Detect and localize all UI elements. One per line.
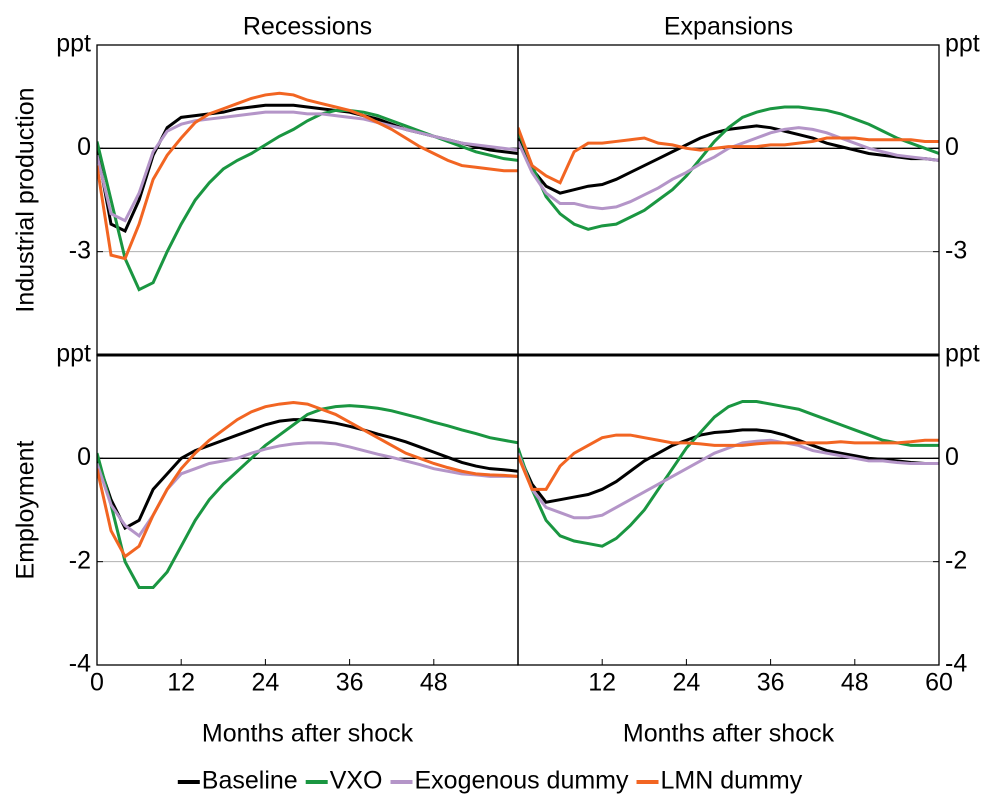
panel-frame [517,44,940,356]
y-axis-label: Industrial production [12,87,40,312]
x-tick-label: 48 [841,669,869,697]
legend-label: Baseline [202,767,298,795]
series-line [97,110,518,223]
x-tick-label: 12 [167,669,195,697]
x-tick-label: 36 [757,669,785,697]
series-line [97,404,518,589]
series-line [518,400,939,548]
series-line [518,428,939,504]
series-line [518,105,939,231]
y-tick-label: -4 [69,650,91,678]
panel-title: Recessions [243,13,372,41]
legend-label: VXO [330,767,383,795]
x-axis-label: Months after shock [202,720,414,748]
y-tick-label: -3 [69,236,91,264]
series-line [518,126,939,211]
x-tick-label: 24 [672,669,700,697]
legend-label: LMN dummy [661,767,803,795]
x-axis-label: Months after shock [623,720,835,748]
x-tick-label: 36 [336,669,364,697]
x-tick-label: 48 [420,669,448,697]
y-tick-label: ppt [945,30,980,58]
series-line [97,418,518,531]
y-tick-label: -4 [945,650,967,678]
y-tick-label: ppt [56,30,91,58]
y-tick-label: -3 [945,236,967,264]
y-tick-label: 0 [77,443,91,471]
y-tick-label: 0 [77,133,91,161]
legend: Baseline VXO Exogenous dummy LMN dummy [177,767,803,795]
series-line [518,433,939,491]
y-tick-label: -2 [945,546,967,574]
x-tick-label: 60 [925,669,953,697]
y-tick-label: 0 [945,443,959,471]
y-tick-label: ppt [56,340,91,368]
series-line [518,127,939,185]
x-tick-label: 24 [251,669,279,697]
legend-label: Exogenous dummy [415,767,630,795]
panel-frame [96,44,519,356]
y-tick-label: ppt [945,340,980,368]
x-tick-label: 0 [90,669,104,697]
panel-title: Expansions [664,13,793,41]
panel-frame [517,354,940,666]
series-line [97,108,518,292]
series-line [518,124,939,195]
series-line [97,91,518,261]
y-tick-label: 0 [945,133,959,161]
y-axis-label: Employment [12,440,40,579]
series-line [97,401,518,559]
series-line [97,441,518,538]
y-tick-label: -2 [69,546,91,574]
panel-frame [96,354,519,666]
series-line [518,438,939,520]
x-tick-label: 12 [588,669,616,697]
